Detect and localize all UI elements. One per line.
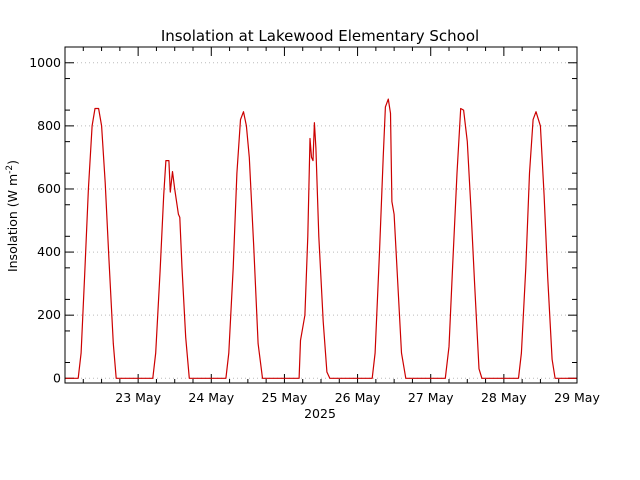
y-tick-label: 400 [37, 244, 61, 259]
y-axis-label-exponent: -2 [5, 165, 15, 174]
x-tick-labels: 23 May 24 May 25 May 26 May 27 May 28 May 29 M… [115, 390, 600, 405]
y-axis-label-close: ) [5, 160, 20, 165]
gridlines [65, 62, 577, 379]
y-tick-label: 1000 [29, 55, 61, 70]
x-tick-label: 29 May [554, 390, 600, 405]
x-tick-label: 27 May [408, 390, 454, 405]
y-axis-label: Insolation (W m-2) [5, 160, 20, 272]
x-tick-label: 26 May [335, 390, 381, 405]
y-axis-label-main: Insolation (W m [5, 174, 20, 272]
x-tick-label: 28 May [481, 390, 527, 405]
x-tick-label: 25 May [262, 390, 308, 405]
y-tick-label: 600 [37, 181, 61, 196]
chart-title: Insolation at Lakewood Elementary School [161, 27, 479, 45]
y-tick-label: 800 [37, 118, 61, 133]
y-tick-label: 0 [53, 370, 61, 385]
x-axis-label: 2025 [304, 406, 336, 421]
series-line [65, 98, 577, 379]
y-tick-label: 200 [37, 307, 61, 322]
plot-frame [64, 46, 578, 384]
x-tick-label: 24 May [188, 390, 234, 405]
x-tick-label: 23 May [115, 390, 161, 405]
axis-ticks [65, 47, 578, 383]
y-tick-labels: 0 200 400 600 800 1000 [29, 55, 61, 385]
